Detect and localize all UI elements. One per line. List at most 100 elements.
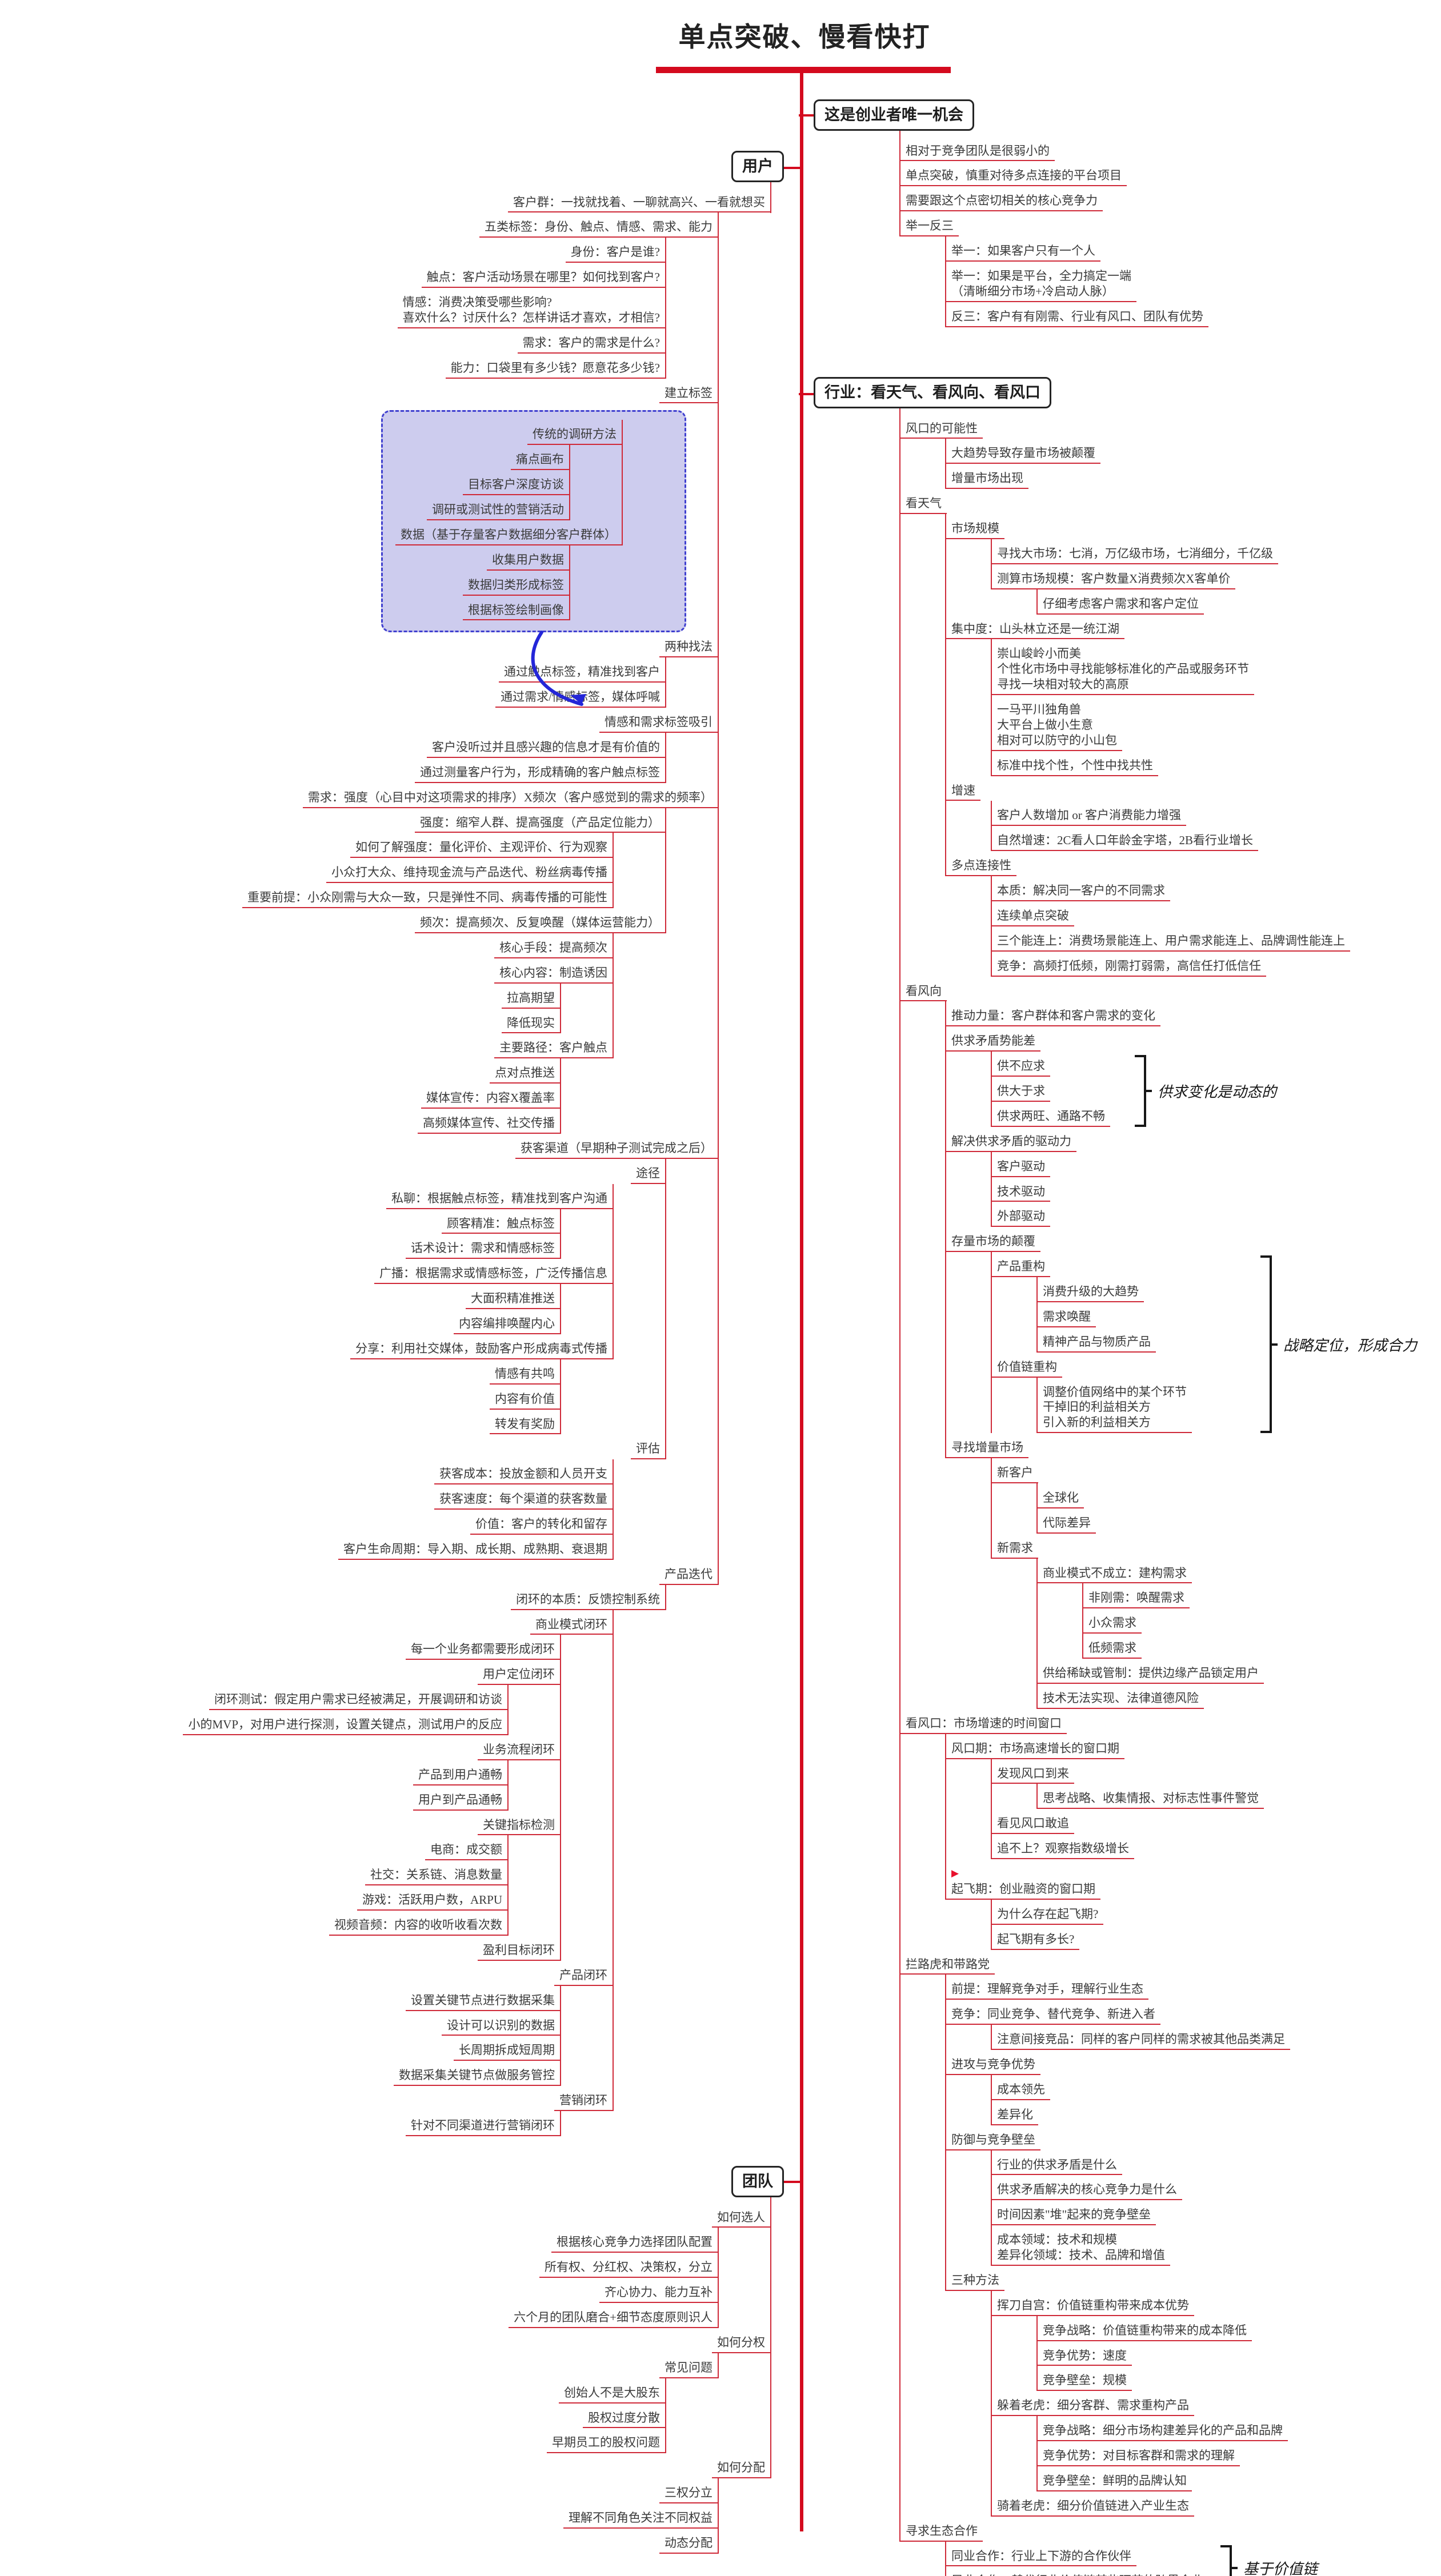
mindmap-node[interactable]: 分享：利用社交媒体，鼓励客户形成病毒式传播 (350, 1340, 613, 1359)
mindmap-node[interactable]: 相对于竞争团队是很弱小的 (900, 142, 1055, 162)
mindmap-node[interactable]: 防御与竞争壁垒 (946, 2131, 1040, 2150)
mindmap-node[interactable]: 竞争战略：价值链重构带来的成本降低 (1038, 2322, 1252, 2341)
mindmap-node[interactable]: 竞争优势：速度 (1038, 2347, 1132, 2366)
mindmap-node[interactable]: 需求唤醒 (1038, 1308, 1096, 1327)
mindmap-node[interactable]: 营销闭环 (554, 2092, 613, 2112)
mindmap-node[interactable]: 获客渠道（早期种子测试完成之后） (515, 1139, 718, 1159)
mindmap-node[interactable]: 价值链重构 (992, 1358, 1062, 1378)
mindmap-node[interactable]: 调研或测试性的营销活动 (427, 501, 569, 520)
mindmap-node[interactable]: 高频媒体宣传、社交传播 (418, 1114, 560, 1134)
mindmap-node[interactable]: 精神产品与物质产品 (1038, 1333, 1156, 1353)
mindmap-node[interactable]: 注意间接竞品：同样的客户同样的需求被其他品类满足 (992, 2031, 1290, 2051)
mindmap-node[interactable]: 连续单点突破 (992, 907, 1074, 926)
mindmap-node[interactable]: 风口的可能性 (900, 420, 983, 439)
mindmap-node[interactable]: 转发有奖励 (490, 1415, 560, 1435)
mindmap-node[interactable]: 躲着老虎：细分客群、需求重构产品 (992, 2397, 1194, 2417)
mindmap-node[interactable]: 三个能连上：消费场景能连上、用户需求能连上、品牌调性能连上 (992, 932, 1350, 952)
mindmap-node[interactable]: 评估 (631, 1440, 665, 1460)
mindmap-node[interactable]: 长周期拆成短周期 (454, 2041, 560, 2061)
mindmap-node[interactable]: 异业合作：替代行业价值链某些环节的跨界企业 (946, 2572, 1208, 2576)
mindmap-node[interactable]: 顾客精准：触点标签 (442, 1215, 560, 1234)
mindmap-node[interactable]: 数据采集关键节点做服务管控 (394, 2067, 560, 2087)
mindmap-node[interactable]: 看见风口敢追 (992, 1815, 1074, 1835)
mindmap-node[interactable]: 产品到用户通畅 (413, 1766, 507, 1785)
mindmap-node[interactable]: 客户驱动 (992, 1158, 1050, 1177)
summary-bracket[interactable]: 战略定位，形成合力 (1260, 1255, 1417, 1434)
mindmap-node[interactable]: 通过触点标签，精准找到客户 (499, 663, 665, 683)
mindmap-node[interactable]: 早期员工的股权问题 (547, 2434, 665, 2454)
mindmap-node[interactable]: 盈利目标闭环 (478, 1941, 560, 1961)
mindmap-node[interactable]: 五类标签：身份、触点、情感、需求、能力 (479, 218, 718, 238)
mindmap-node[interactable]: 解决供求矛盾的驱动力 (946, 1133, 1076, 1152)
mindmap-node[interactable]: 游戏：活跃用户数，ARPU (357, 1891, 507, 1911)
mindmap-node[interactable]: 常见问题 (659, 2359, 718, 2378)
mindmap-node[interactable]: 供求矛盾解决的核心竞争力是什么 (992, 2181, 1182, 2201)
mindmap-node[interactable]: 社交：关系链、消息数量 (365, 1866, 507, 1886)
mindmap-node[interactable]: 消费升级的大趋势 (1038, 1283, 1144, 1302)
mindmap-node[interactable]: 客户群：一找就找着、一聊就高兴、一看就想买 (508, 194, 770, 213)
mindmap-node[interactable]: 技术驱动 (992, 1183, 1050, 1202)
mindmap-node[interactable]: 通过需求/情感标签，媒体呼喊 (495, 688, 665, 708)
mindmap-node[interactable]: 目标客户深度访谈 (463, 476, 569, 496)
mindmap-node[interactable]: 拉高期望 (502, 989, 560, 1009)
mindmap-node[interactable]: 针对不同渠道进行营销闭环 (406, 2117, 560, 2136)
mindmap-node[interactable]: 触点：客户活动场景在哪里？如何找到客户? (421, 268, 665, 288)
mindmap-node[interactable]: ▶ 起飞期：创业融资的窗口期 (946, 1865, 1100, 1900)
mindmap-node[interactable]: 内容有价值 (490, 1390, 560, 1410)
mindmap-node[interactable]: 数据归类形成标签 (463, 576, 569, 596)
mindmap-node[interactable]: 时间因素"堆"起来的竞争壁垒 (992, 2206, 1156, 2226)
mindmap-node[interactable]: 产品重构 (992, 1258, 1050, 1278)
mindmap-node[interactable]: 自然增速：2C看人口年龄金字塔，2B看行业增长 (992, 832, 1259, 852)
mindmap-node[interactable]: 商业模式闭环 (530, 1616, 613, 1635)
mindmap-node[interactable]: 媒体宣传：内容X覆盖率 (421, 1089, 560, 1109)
mindmap-node[interactable]: 推动力量：客户群体和客户需求的变化 (946, 1007, 1160, 1027)
mindmap-node[interactable]: 大趋势导致存量市场被颠覆 (946, 444, 1100, 464)
mindmap-node[interactable]: 需求：强度（心目中对这项需求的排序）X频次（客户感觉到的需求的频率） (302, 789, 718, 808)
mindmap-node[interactable]: 增速 (946, 782, 980, 801)
mindmap-node[interactable]: 供不应求 (992, 1057, 1050, 1077)
mindmap-node[interactable]: 视频音频：内容的收听收看次数 (329, 1916, 507, 1936)
mindmap-node[interactable]: 技术无法实现、法律道德风险 (1038, 1690, 1204, 1709)
mindmap-node[interactable]: 设计可以识别的数据 (442, 2017, 560, 2036)
mindmap-node[interactable]: 降低现实 (502, 1014, 560, 1034)
mindmap-node[interactable]: 能力：口袋里有多少钱？愿意花多少钱? (445, 359, 665, 379)
mindmap-node[interactable]: 强度：缩窄人群、提高强度（产品定位能力） (415, 814, 665, 833)
mindmap-node[interactable]: 代际差异 (1038, 1514, 1096, 1534)
mindmap-node[interactable]: 竞争优势：对目标客群和需求的理解 (1038, 2447, 1240, 2466)
mindmap-node[interactable]: 三种方法 (946, 2272, 1004, 2291)
mindmap-node[interactable]: 起飞期有多长? (992, 1931, 1080, 1950)
topic-box[interactable]: 团队 (731, 2166, 784, 2197)
mindmap-node[interactable]: 拦路虎和带路党 (900, 1956, 995, 1975)
mindmap-node[interactable]: 产品闭环 (554, 1967, 613, 1986)
mindmap-node[interactable]: 新需求 (992, 1539, 1038, 1559)
mindmap-node[interactable]: 举一：如果客户只有一个人 (946, 242, 1100, 262)
mindmap-node[interactable]: 竞争壁垒：鲜明的品牌认知 (1038, 2472, 1192, 2491)
mindmap-node[interactable]: 如何选人 (712, 2209, 770, 2228)
mindmap-node[interactable]: 情感：消费决策受哪些影响? 喜欢什么？讨厌什么？怎样讲话才喜欢，才相信? (397, 294, 665, 328)
mindmap-node[interactable]: 供给稀缺或管制：提供边缘产品锁定用户 (1038, 1664, 1264, 1684)
mindmap-node[interactable]: 关键指标检测 (478, 1816, 560, 1836)
mindmap-node[interactable]: 传统的调研方法 (527, 426, 622, 446)
mindmap-node[interactable]: 举一：如果是平台，全力搞定一端 （清晰细分市场+冷启动人脉） (946, 267, 1136, 302)
mindmap-node[interactable]: 发现风口到来 (992, 1765, 1074, 1784)
mindmap-node[interactable]: 根据核心竞争力选择团队配置 (551, 2233, 718, 2253)
topic-box[interactable]: 用户 (731, 151, 784, 182)
mindmap-node[interactable]: 数据（基于存量客户数据细分客户群体） (395, 526, 622, 545)
mindmap-node[interactable]: 小的MVP，对用户进行探测，设置关键点，测试用户的反应 (183, 1716, 507, 1735)
mindmap-node[interactable]: 供大于求 (992, 1082, 1050, 1102)
mindmap-node[interactable]: 竞争壁垒：规模 (1038, 2372, 1132, 2392)
mindmap-node[interactable]: 六个月的团队磨合+细节态度原则识人 (509, 2309, 718, 2328)
mindmap-node[interactable]: 内容编排唤醒内心 (454, 1315, 560, 1334)
mindmap-node[interactable]: 同业合作：行业上下游的合作伙伴 (946, 2547, 1136, 2567)
mindmap-node[interactable]: 通过测量客户行为，形成精确的客户触点标签 (415, 764, 665, 783)
mindmap-node[interactable]: 价值：客户的转化和留存 (470, 1515, 613, 1535)
mindmap-node[interactable]: 寻求生态合作 (900, 2522, 983, 2542)
topic-box[interactable]: 这是创业者唯一机会 (814, 99, 974, 131)
summary-bracket[interactable]: 供求变化是动态的 (1135, 1055, 1276, 1127)
mindmap-node[interactable]: 需要跟这个点密切相关的核心竞争力 (900, 192, 1103, 212)
mindmap-node[interactable]: 为什么存在起飞期? (992, 1905, 1104, 1925)
mindmap-node[interactable]: 看天气 (900, 495, 947, 515)
mindmap-node[interactable]: 主要路径：客户触点 (494, 1039, 613, 1059)
mindmap-node[interactable]: 进攻与竞争优势 (946, 2056, 1040, 2075)
mindmap-node[interactable]: 私聊：根据触点标签，精准找到客户沟通 (386, 1190, 613, 1209)
